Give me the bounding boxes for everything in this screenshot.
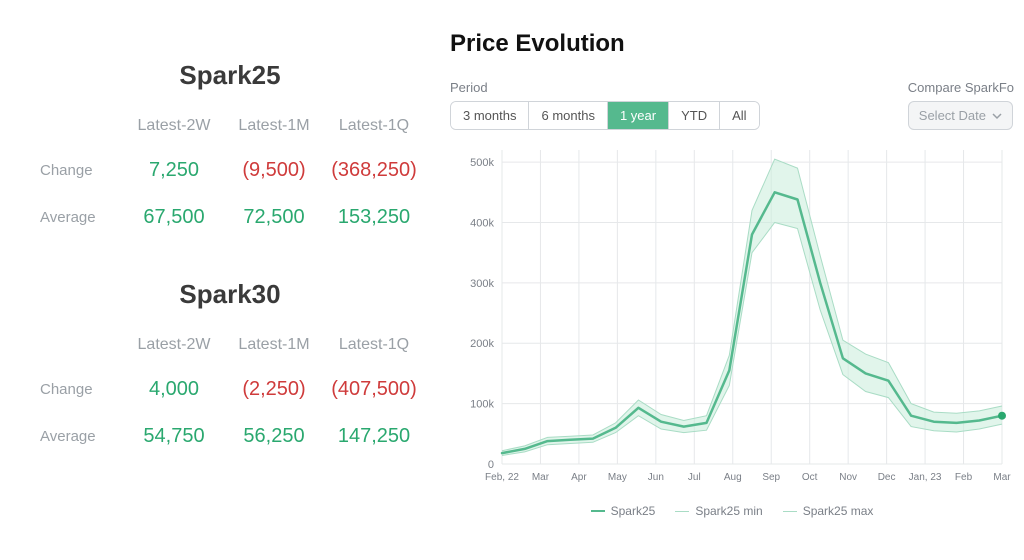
svg-text:500k: 500k — [470, 157, 494, 169]
stat-value: 56,250 — [228, 425, 320, 448]
row-header: Change — [40, 381, 120, 398]
column-header: Latest-1Q — [328, 117, 420, 135]
stat-title: Spark25 — [40, 60, 420, 91]
column-header: Latest-1M — [228, 336, 320, 354]
stat-grid: Latest-2W Latest-1M Latest-1Q Change 7,250 (9… — [40, 117, 420, 229]
svg-text:0: 0 — [488, 459, 494, 471]
row-header: Change — [40, 162, 120, 179]
period-segmented: 3 months6 months1 yearYTDAll — [450, 101, 760, 130]
svg-text:400k: 400k — [470, 217, 494, 229]
svg-text:300k: 300k — [470, 278, 494, 290]
period-label: Period — [450, 80, 760, 95]
svg-text:Jul: Jul — [688, 472, 701, 483]
svg-text:Feb: Feb — [955, 472, 973, 483]
stat-value: 147,250 — [328, 425, 420, 448]
legend-swatch — [675, 511, 689, 512]
stat-value: (2,250) — [228, 378, 320, 401]
period-option[interactable]: 6 months — [529, 102, 607, 129]
svg-text:Sep: Sep — [762, 472, 780, 483]
chart-controls: Period 3 months6 months1 yearYTDAll Comp… — [450, 80, 1014, 130]
chart-panel: Price Evolution Period 3 months6 months1… — [440, 0, 1024, 560]
stat-block: Spark30 Latest-2W Latest-1M Latest-1Q Change… — [40, 279, 420, 448]
period-option[interactable]: 3 months — [451, 102, 529, 129]
chart-legend: Spark25 Spark25 min Spark25 max — [450, 504, 1014, 518]
svg-text:Mar: Mar — [532, 472, 550, 483]
row-header: Average — [40, 209, 120, 226]
line-chart: 0 100k 200k 300k 400k 500k Feb, 22 Mar Apr May Jun… — [450, 140, 1014, 500]
svg-text:Oct: Oct — [802, 472, 818, 483]
svg-text:Jun: Jun — [648, 472, 664, 483]
svg-text:May: May — [608, 472, 627, 483]
svg-text:Jan, 23: Jan, 23 — [909, 472, 942, 483]
column-header: Latest-1Q — [328, 336, 420, 354]
chart-svg: 0 100k 200k 300k 400k 500k Feb, 22 Mar Apr May Jun… — [450, 140, 1014, 500]
period-option[interactable]: All — [720, 102, 758, 129]
compare-label: Compare SparkFo — [908, 80, 1014, 95]
stat-value: (407,500) — [328, 378, 420, 401]
legend-swatch — [591, 510, 605, 513]
svg-text:Feb, 22: Feb, 22 — [485, 472, 519, 483]
legend-swatch — [783, 511, 797, 512]
stat-value: 4,000 — [128, 378, 220, 401]
legend-label: Spark25 — [611, 504, 656, 518]
compare-placeholder: Select Date — [919, 108, 986, 123]
legend-label: Spark25 min — [695, 504, 762, 518]
period-option[interactable]: YTD — [669, 102, 720, 129]
legend-item: Spark25 — [591, 504, 656, 518]
stat-value: (9,500) — [228, 159, 320, 182]
stat-block: Spark25 Latest-2W Latest-1M Latest-1Q Change… — [40, 60, 420, 229]
column-header: Latest-2W — [128, 117, 220, 135]
row-header: Average — [40, 428, 120, 445]
stats-panel: Spark25 Latest-2W Latest-1M Latest-1Q Change… — [0, 0, 440, 560]
legend-label: Spark25 max — [803, 504, 874, 518]
stat-title: Spark30 — [40, 279, 420, 310]
svg-text:100k: 100k — [470, 399, 494, 411]
svg-text:Nov: Nov — [839, 472, 857, 483]
column-header: Latest-2W — [128, 336, 220, 354]
stat-value: (368,250) — [328, 159, 420, 182]
chevron-down-icon — [992, 111, 1002, 121]
column-header: Latest-1M — [228, 117, 320, 135]
svg-text:Mar: Mar — [993, 472, 1011, 483]
period-option[interactable]: 1 year — [608, 102, 669, 129]
stat-value: 153,250 — [328, 206, 420, 229]
period-control: Period 3 months6 months1 yearYTDAll — [450, 80, 760, 130]
svg-text:Dec: Dec — [878, 472, 896, 483]
compare-control: Compare SparkFo Select Date — [908, 80, 1014, 130]
stat-grid: Latest-2W Latest-1M Latest-1Q Change 4,000 (2… — [40, 336, 420, 448]
stat-value: 54,750 — [128, 425, 220, 448]
stat-value: 72,500 — [228, 206, 320, 229]
svg-text:Aug: Aug — [724, 472, 742, 483]
compare-select[interactable]: Select Date — [908, 101, 1013, 130]
svg-text:Apr: Apr — [571, 472, 587, 483]
stat-value: 67,500 — [128, 206, 220, 229]
chart-title: Price Evolution — [450, 30, 1014, 58]
stat-value: 7,250 — [128, 159, 220, 182]
svg-text:200k: 200k — [470, 338, 494, 350]
legend-item: Spark25 max — [783, 504, 874, 518]
legend-item: Spark25 min — [675, 504, 762, 518]
